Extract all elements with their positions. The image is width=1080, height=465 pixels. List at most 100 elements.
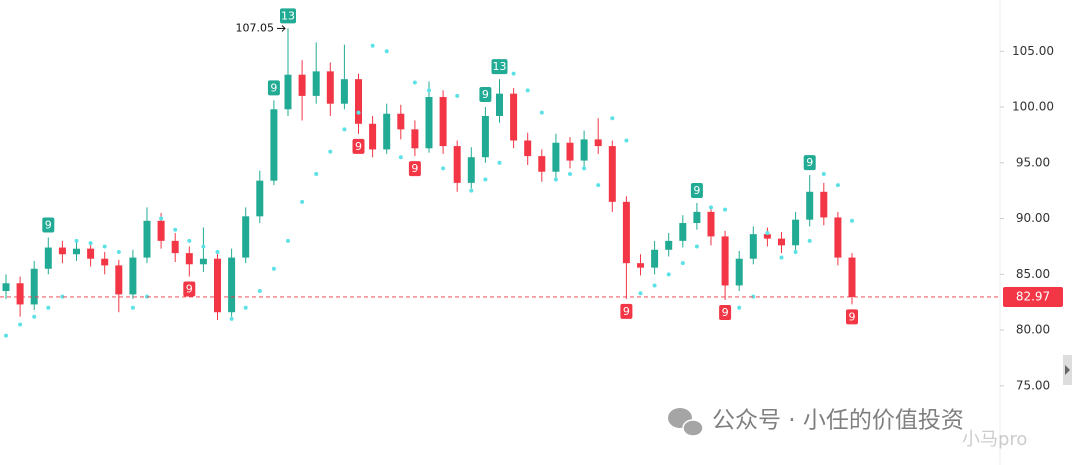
candle-body <box>439 97 447 147</box>
sar-dot <box>398 155 403 160</box>
sar-dot <box>553 177 558 182</box>
candle-body <box>214 258 221 313</box>
candle-body <box>73 248 80 255</box>
candle-body <box>284 74 292 110</box>
candle-body <box>340 79 348 104</box>
signal-label: 9 <box>45 219 52 232</box>
signal-label: 9 <box>411 162 418 175</box>
max-arrow-head <box>281 25 286 32</box>
sar-dot <box>666 272 671 277</box>
sar-dot <box>807 238 812 243</box>
scroll-arrow <box>1065 365 1070 375</box>
candle-body <box>679 223 687 241</box>
sar-dot <box>356 110 361 115</box>
candle-body <box>199 258 207 265</box>
sar-dot <box>215 250 220 255</box>
sar-dot <box>342 127 347 132</box>
sar-dot <box>201 244 206 249</box>
candle-body <box>552 142 560 172</box>
candle-body <box>270 109 278 181</box>
y-tick-label: 100.00 <box>1012 100 1054 114</box>
candle-body <box>453 146 461 183</box>
watermark: 公众号 · 小任的价值投资 小马pro <box>668 408 1027 450</box>
sar-dot <box>427 88 431 93</box>
candle-body <box>58 247 66 255</box>
sar-dot <box>286 238 290 243</box>
signal-label: 9 <box>722 306 729 319</box>
sar-dot <box>624 138 629 143</box>
signal-badge <box>491 59 508 75</box>
sar-dot <box>511 71 516 76</box>
signal-badge <box>803 155 816 171</box>
candle-body <box>425 97 433 149</box>
signal-label: 13 <box>493 60 507 73</box>
signal-label: 9 <box>270 81 277 94</box>
candle-body <box>157 220 165 241</box>
candle-body <box>481 115 489 158</box>
candle-body <box>44 247 52 269</box>
sar-dot <box>483 177 488 182</box>
sar-dot <box>116 250 121 255</box>
sar-dot <box>60 294 65 299</box>
sar-dot <box>173 227 178 232</box>
sar-dot <box>568 171 572 176</box>
candle-body <box>143 220 151 258</box>
candle-body <box>608 146 616 202</box>
sar-dot <box>497 160 502 165</box>
signal-label: 9 <box>806 156 813 169</box>
candle-body <box>185 253 193 265</box>
sar-dot <box>88 241 93 246</box>
last-price-label: 82.97 <box>1016 289 1050 303</box>
sar-dot <box>300 199 305 204</box>
sar-dot <box>187 238 192 243</box>
candle-body <box>524 140 532 157</box>
signal-badge <box>42 217 55 233</box>
candle-body <box>256 180 264 217</box>
sar-dot <box>723 207 728 212</box>
signal-label: 9 <box>623 305 630 318</box>
sar-dot <box>469 188 474 193</box>
sar-dot <box>765 231 770 236</box>
sar-dot <box>243 305 248 310</box>
signal-badge <box>280 8 296 24</box>
candle-body <box>693 211 701 224</box>
sar-dot <box>412 80 417 85</box>
candle-body <box>665 240 673 250</box>
candle-body <box>580 139 588 161</box>
sar-dot <box>596 183 601 188</box>
candle-body <box>792 219 800 246</box>
sar-dot <box>638 291 643 296</box>
max-label: 107.05 <box>236 21 275 34</box>
candle-body <box>355 79 362 124</box>
candle-body <box>87 248 95 259</box>
signal-badge <box>690 182 703 198</box>
sar-dot <box>850 218 854 223</box>
candle-body <box>467 157 475 183</box>
candle-body <box>369 123 377 150</box>
sar-dot <box>32 314 37 319</box>
signal-badge <box>479 87 492 103</box>
candle-body <box>228 257 236 313</box>
signal-label: 9 <box>186 283 193 296</box>
sar-dot <box>130 305 135 310</box>
signal-badge <box>846 309 858 325</box>
sar-dot <box>74 238 79 243</box>
candle-body <box>806 191 814 220</box>
sar-dot <box>610 116 615 121</box>
candle-body <box>383 113 391 150</box>
y-tick-label: 105.00 <box>1012 44 1054 58</box>
sar-dot <box>751 294 756 299</box>
sar-dot <box>582 166 587 171</box>
candle-body <box>326 71 334 104</box>
sar-dot <box>680 261 685 266</box>
candle-body <box>242 216 250 258</box>
candle-body <box>834 217 842 258</box>
candle-body <box>763 234 771 239</box>
candle-body <box>30 268 38 305</box>
sar-dot <box>652 283 657 288</box>
candle-body <box>129 257 137 295</box>
candle-body <box>735 258 743 286</box>
